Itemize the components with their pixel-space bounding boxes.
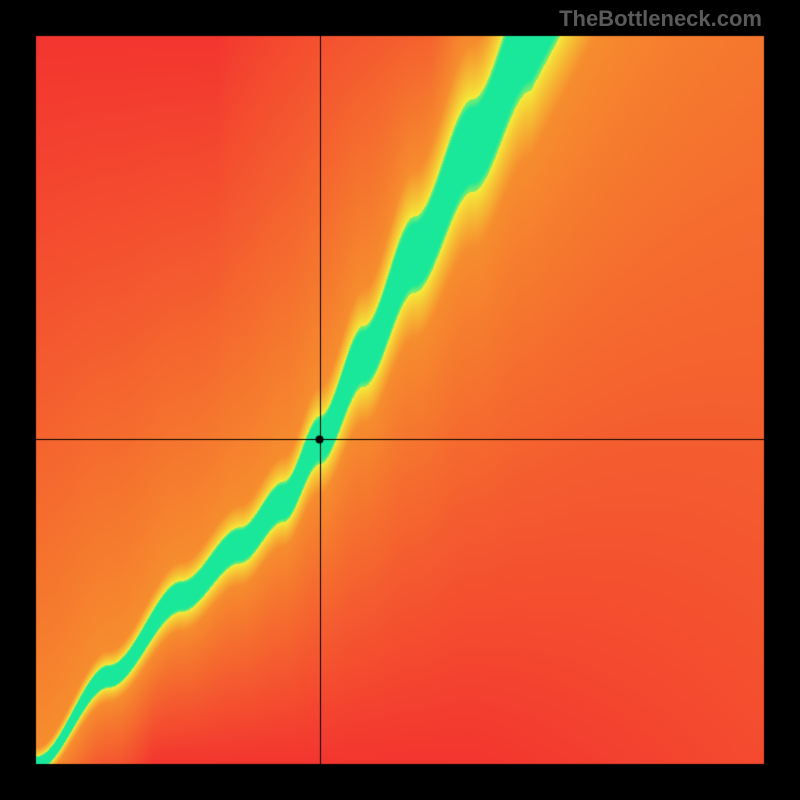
- watermark-text: TheBottleneck.com: [559, 6, 762, 32]
- chart-container: TheBottleneck.com: [0, 0, 800, 800]
- heatmap-canvas: [0, 0, 800, 800]
